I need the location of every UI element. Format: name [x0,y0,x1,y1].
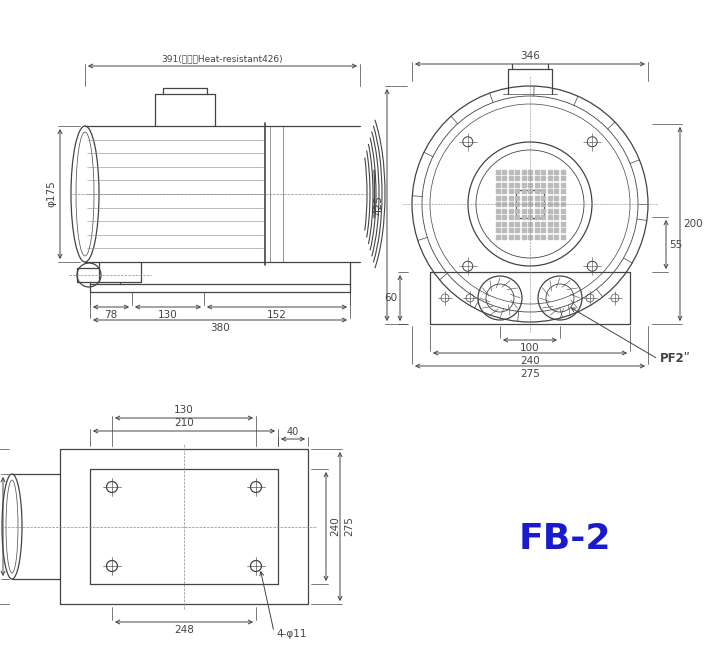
Text: 152: 152 [267,310,287,320]
Text: 210: 210 [174,418,194,428]
Text: 240: 240 [520,356,540,366]
Text: 78: 78 [104,310,117,320]
Text: PF2ʺ: PF2ʺ [660,353,691,366]
Text: 4-φ11: 4-φ11 [276,629,307,639]
Text: 391(隔熱型Heat-resistant426): 391(隔熱型Heat-resistant426) [162,54,283,63]
Text: 380: 380 [210,323,230,333]
Text: FB-2: FB-2 [518,522,611,556]
Text: 275: 275 [520,369,540,379]
Text: 248: 248 [174,625,194,635]
Text: φ175: φ175 [46,181,56,207]
Text: 130: 130 [174,405,194,415]
Text: 346: 346 [520,51,540,61]
Text: 240: 240 [330,517,340,536]
Text: 55: 55 [669,239,683,249]
Text: 425: 425 [373,195,383,215]
Text: 200: 200 [683,219,703,229]
Text: 275: 275 [344,517,354,536]
Text: 130: 130 [158,310,178,320]
Text: 100: 100 [520,343,540,353]
Bar [516,190,544,218]
Text: 60: 60 [384,293,397,303]
Text: 40: 40 [287,427,299,437]
